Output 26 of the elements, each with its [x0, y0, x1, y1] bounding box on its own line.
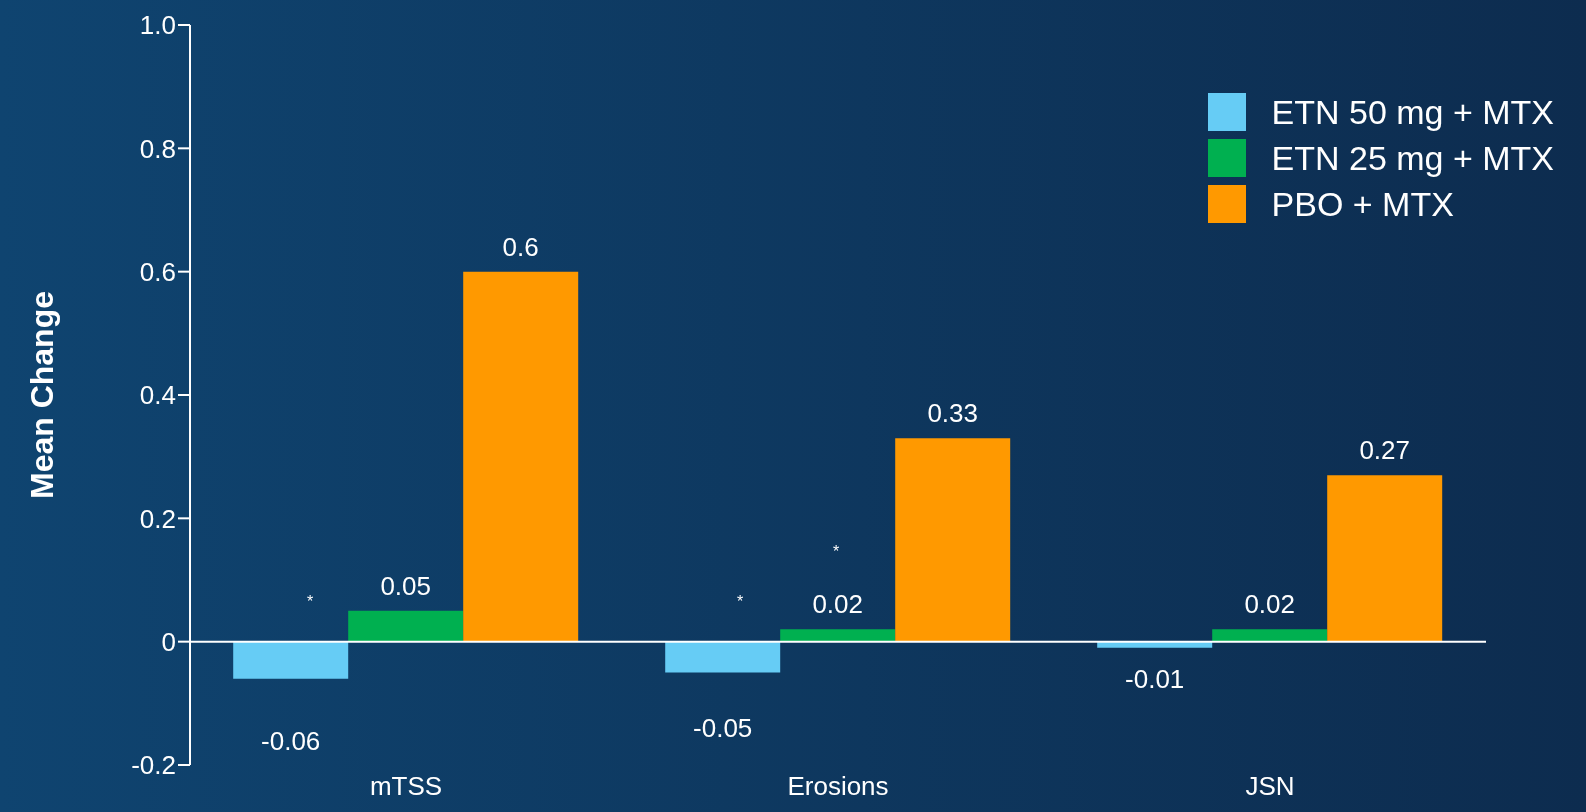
annotation: * — [737, 593, 744, 610]
y-tick-label: 0.8 — [139, 133, 176, 164]
y-tick-label: 1.0 — [139, 10, 176, 41]
data-label: -0.01 — [1125, 664, 1185, 694]
y-tick-label: 0.6 — [139, 256, 176, 287]
legend-label: PBO + MTX — [1271, 184, 1454, 224]
y-tick-label: -0.2 — [131, 750, 176, 781]
legend-label: ETN 25 mg + MTX — [1271, 138, 1554, 178]
x-tick-label: JSN — [1245, 771, 1295, 802]
annotation: * — [833, 543, 840, 560]
data-label: 0.05 — [380, 570, 431, 601]
data-label: -0.06 — [261, 725, 321, 756]
annotation: * — [307, 593, 314, 610]
y-tick-label: 0 — [161, 626, 176, 657]
data-label: 0.33 — [927, 398, 978, 429]
data-label: 0.6 — [502, 231, 539, 262]
legend-label: ETN 50 mg + MTX — [1271, 92, 1554, 132]
x-tick-label: mTSS — [369, 771, 443, 802]
y-tick-label: 0.4 — [139, 380, 176, 411]
data-label: 0.02 — [1244, 589, 1295, 620]
x-tick-label: Erosions — [787, 771, 889, 802]
y-tick-label: 0.2 — [139, 503, 176, 534]
data-label: 0.02 — [812, 589, 863, 620]
y-axis-title: Mean Change — [24, 290, 61, 500]
data-label: 0.27 — [1359, 435, 1410, 466]
data-label: -0.05 — [693, 713, 753, 744]
